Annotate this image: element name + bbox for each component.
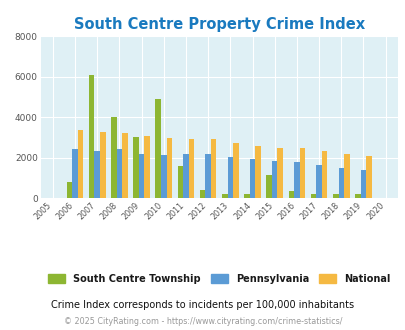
Bar	[133, 137, 139, 198]
Bar	[310, 194, 315, 198]
Bar	[111, 117, 116, 198]
Title: South Centre Property Crime Index: South Centre Property Crime Index	[73, 17, 364, 32]
Bar	[293, 162, 299, 198]
Bar	[72, 149, 78, 198]
Bar	[139, 153, 144, 198]
Bar	[321, 150, 326, 198]
Bar	[360, 170, 365, 198]
Bar	[288, 191, 293, 198]
Bar	[338, 168, 343, 198]
Bar	[232, 144, 238, 198]
Bar	[249, 159, 255, 198]
Bar	[183, 153, 188, 198]
Legend: South Centre Township, Pennsylvania, National: South Centre Township, Pennsylvania, Nat…	[45, 271, 392, 287]
Bar	[100, 132, 105, 198]
Bar	[271, 161, 277, 198]
Bar	[116, 149, 122, 198]
Bar	[205, 153, 211, 198]
Bar	[354, 194, 360, 198]
Bar	[89, 75, 94, 198]
Bar	[211, 139, 216, 198]
Text: © 2025 CityRating.com - https://www.cityrating.com/crime-statistics/: © 2025 CityRating.com - https://www.city…	[64, 317, 341, 326]
Bar	[222, 194, 227, 198]
Bar	[243, 194, 249, 198]
Bar	[78, 130, 83, 198]
Bar	[177, 166, 183, 198]
Bar	[315, 165, 321, 198]
Bar	[199, 190, 205, 198]
Bar	[122, 133, 128, 198]
Bar	[277, 148, 282, 198]
Bar	[266, 175, 271, 198]
Bar	[161, 154, 166, 198]
Bar	[155, 99, 161, 198]
Bar	[94, 150, 100, 198]
Bar	[255, 147, 260, 198]
Bar	[332, 194, 338, 198]
Bar	[188, 139, 194, 198]
Bar	[66, 182, 72, 198]
Bar	[144, 136, 149, 198]
Bar	[166, 138, 172, 198]
Text: Crime Index corresponds to incidents per 100,000 inhabitants: Crime Index corresponds to incidents per…	[51, 300, 354, 310]
Bar	[365, 155, 371, 198]
Bar	[299, 148, 305, 198]
Bar	[343, 153, 349, 198]
Bar	[227, 156, 232, 198]
